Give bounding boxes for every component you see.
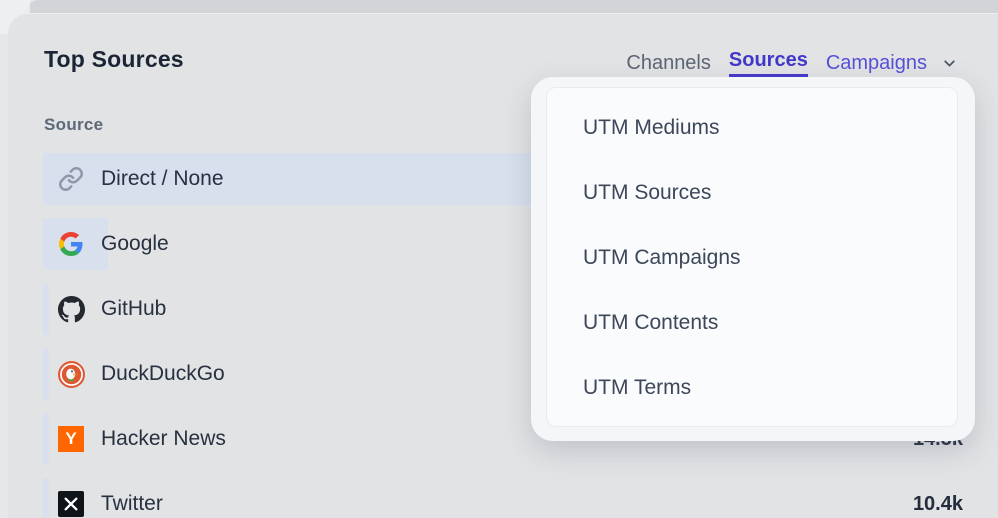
source-name: GitHub [101, 297, 167, 320]
breakdown-dropdown: UTM Mediums UTM Sources UTM Campaigns UT… [531, 77, 975, 441]
menu-item-utm-terms[interactable]: UTM Terms [583, 375, 692, 399]
menu-item-utm-mediums[interactable]: UTM Mediums [583, 115, 720, 139]
source-row-google[interactable]: Google [43, 218, 963, 270]
tab-sources[interactable]: Sources [728, 49, 808, 77]
bar-duckduckgo [43, 348, 49, 400]
bar-hacker-news [43, 413, 49, 465]
chevron-down-icon[interactable] [941, 55, 958, 72]
source-row-github[interactable]: GitHub [43, 283, 963, 335]
source-name: Google [101, 232, 169, 255]
source-row-twitter[interactable]: Twitter 10.4k [43, 478, 963, 518]
source-name: DuckDuckGo [101, 362, 225, 385]
duckduckgo-icon [57, 360, 85, 388]
menu-item-utm-sources[interactable]: UTM Sources [583, 180, 712, 204]
hacker-news-icon: Y [57, 425, 85, 453]
column-header-source: Source [44, 115, 104, 134]
breakdown-dropdown-panel: UTM Mediums UTM Sources UTM Campaigns UT… [546, 87, 958, 427]
tab-channels[interactable]: Channels [626, 51, 711, 74]
twitter-x-icon [57, 490, 85, 518]
source-visitors: 10.4k [912, 493, 963, 515]
menu-item-utm-contents[interactable]: UTM Contents [583, 310, 719, 334]
link-icon [57, 165, 85, 193]
source-name: Direct / None [101, 167, 224, 190]
source-row-duckduckgo[interactable]: DuckDuckGo [43, 348, 963, 400]
page-title: Top Sources [44, 46, 184, 72]
tab-campaigns[interactable]: Campaigns [825, 51, 927, 74]
github-icon [57, 295, 85, 323]
report-tabs: Channels Sources Campaigns [626, 49, 958, 77]
source-name: Twitter [101, 492, 163, 515]
bar-twitter [43, 478, 49, 518]
source-name: Hacker News [101, 427, 226, 450]
google-icon [57, 230, 85, 258]
bar-github [43, 283, 49, 335]
page-top-band [26, 0, 998, 13]
menu-item-utm-campaigns[interactable]: UTM Campaigns [583, 245, 741, 269]
